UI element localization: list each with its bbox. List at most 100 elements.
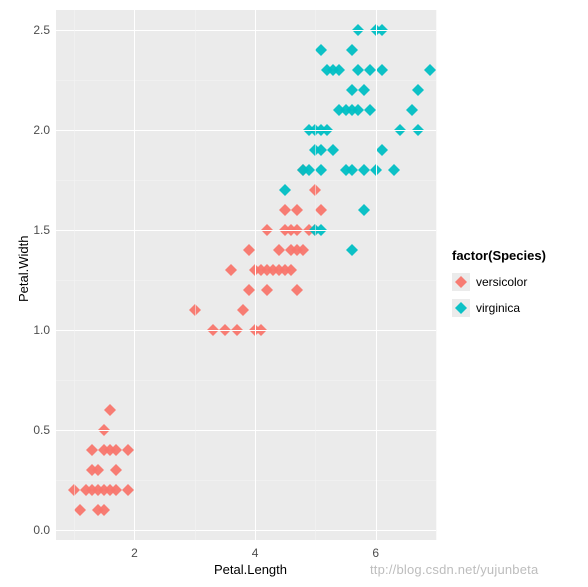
data-point	[225, 264, 237, 276]
data-point	[261, 284, 273, 296]
data-point	[104, 444, 116, 456]
data-point	[376, 64, 388, 76]
y-tick-label: 2.5	[33, 23, 56, 37]
data-point	[267, 264, 279, 276]
data-point	[92, 484, 104, 496]
gridline-h	[56, 530, 436, 531]
plot-panel: 0.00.51.01.52.02.5246	[56, 10, 436, 540]
data-point	[98, 504, 110, 516]
data-point	[297, 164, 309, 176]
data-point	[333, 104, 345, 116]
gridline-v-minor	[436, 10, 437, 540]
data-point	[279, 264, 291, 276]
gridline-v	[255, 10, 256, 540]
data-point	[346, 84, 358, 96]
watermark-text: ttp://blog.csdn.net/yujunbeta	[370, 562, 538, 577]
data-point	[406, 104, 418, 116]
data-point	[243, 284, 255, 296]
data-point	[352, 64, 364, 76]
legend-key	[452, 299, 470, 317]
data-point	[279, 204, 291, 216]
data-point	[412, 84, 424, 96]
data-point	[92, 464, 104, 476]
gridline-h-minor	[56, 180, 436, 181]
data-point	[86, 464, 98, 476]
x-tick-label: 4	[252, 540, 259, 560]
data-point	[86, 484, 98, 496]
gridline-h	[56, 430, 436, 431]
data-point	[333, 64, 345, 76]
data-point	[285, 244, 297, 256]
data-point	[340, 104, 352, 116]
legend-key	[452, 273, 470, 291]
data-point	[92, 504, 104, 516]
data-point	[315, 164, 327, 176]
data-point	[255, 264, 267, 276]
x-tick-label: 6	[372, 540, 379, 560]
data-point	[303, 164, 315, 176]
data-point	[104, 484, 116, 496]
data-point	[352, 104, 364, 116]
data-point	[273, 244, 285, 256]
y-tick-label: 0.5	[33, 423, 56, 437]
legend: factor(Species) versicolor virginica	[452, 248, 546, 325]
data-point	[346, 244, 358, 256]
data-point	[285, 264, 297, 276]
data-point	[74, 504, 86, 516]
points-layer	[56, 10, 436, 540]
data-point	[346, 104, 358, 116]
data-point	[315, 144, 327, 156]
data-point	[315, 204, 327, 216]
data-point	[122, 444, 134, 456]
legend-label: virginica	[476, 301, 520, 315]
data-point	[110, 444, 122, 456]
data-point	[340, 164, 352, 176]
legend-item: versicolor	[452, 273, 546, 291]
legend-item: virginica	[452, 299, 546, 317]
gridline-h	[56, 330, 436, 331]
data-point	[315, 44, 327, 56]
data-point	[291, 244, 303, 256]
legend-title: factor(Species)	[452, 248, 546, 263]
data-point	[364, 104, 376, 116]
data-point	[291, 284, 303, 296]
gridline-h	[56, 230, 436, 231]
data-point	[346, 164, 358, 176]
gridline-v-minor	[74, 10, 75, 540]
data-point	[297, 244, 309, 256]
data-point	[388, 164, 400, 176]
data-point	[273, 264, 285, 276]
y-tick-label: 2.0	[33, 123, 56, 137]
gridline-h-minor	[56, 380, 436, 381]
x-axis-title: Petal.Length	[214, 562, 287, 577]
data-point	[110, 464, 122, 476]
data-point	[86, 444, 98, 456]
data-point	[297, 164, 309, 176]
scatter-chart: 0.00.51.01.52.02.5246 Petal.Length Petal…	[0, 0, 588, 587]
data-point	[80, 484, 92, 496]
gridline-h	[56, 30, 436, 31]
x-tick-label: 2	[131, 540, 138, 560]
data-point	[327, 144, 339, 156]
data-point	[424, 64, 436, 76]
data-point	[261, 264, 273, 276]
data-point	[98, 444, 110, 456]
y-tick-label: 1.0	[33, 323, 56, 337]
data-point	[346, 44, 358, 56]
data-point	[279, 184, 291, 196]
y-tick-label: 0.0	[33, 523, 56, 537]
gridline-v	[134, 10, 135, 540]
data-point	[358, 164, 370, 176]
gridline-h	[56, 130, 436, 131]
data-point	[364, 64, 376, 76]
y-tick-label: 1.5	[33, 223, 56, 237]
y-axis-title: Petal.Width	[16, 236, 31, 302]
data-point	[110, 484, 122, 496]
data-point	[321, 64, 333, 76]
gridline-v	[376, 10, 377, 540]
legend-label: versicolor	[476, 275, 527, 289]
gridline-h-minor	[56, 480, 436, 481]
data-point	[358, 204, 370, 216]
gridline-h-minor	[56, 280, 436, 281]
data-point	[327, 64, 339, 76]
